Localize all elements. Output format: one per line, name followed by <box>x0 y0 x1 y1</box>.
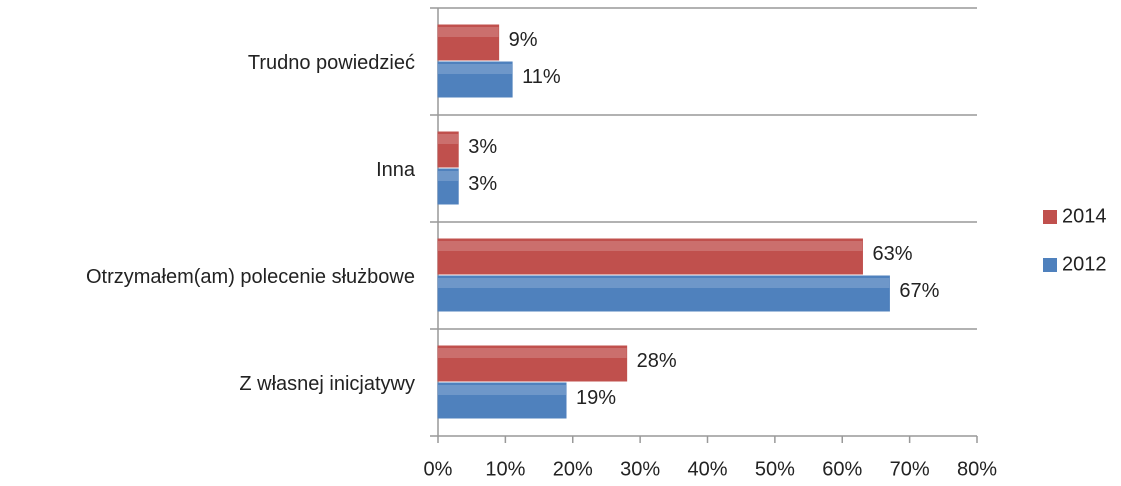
y-tick-label: Inna <box>376 159 416 181</box>
legend-label: 2014 <box>1062 205 1107 227</box>
value-label: 67% <box>899 280 939 302</box>
bar <box>437 168 459 205</box>
x-tick-label: 70% <box>890 458 930 480</box>
x-tick-label: 0% <box>424 458 453 480</box>
x-tick-label: 60% <box>822 458 862 480</box>
y-tick-label: Trudno powiedzieć <box>248 52 415 74</box>
bar-highlight <box>438 278 890 288</box>
value-label: 3% <box>468 136 497 158</box>
x-tick-label: 50% <box>755 458 795 480</box>
x-tick-label: 40% <box>687 458 727 480</box>
value-label: 19% <box>576 387 616 409</box>
legend-swatch <box>1043 210 1057 224</box>
bar-highlight <box>438 171 459 181</box>
legend-label: 2012 <box>1062 253 1107 275</box>
value-label: 63% <box>872 243 912 265</box>
bar-highlight <box>438 385 567 395</box>
bar <box>437 382 567 419</box>
value-label: 3% <box>468 173 497 195</box>
bar <box>437 275 890 312</box>
x-tick-label: 20% <box>553 458 593 480</box>
legend-swatch <box>1043 258 1057 272</box>
bar <box>437 345 628 382</box>
bar <box>437 131 459 168</box>
y-tick-label: Z własnej inicjatywy <box>239 373 415 395</box>
x-tick-label: 30% <box>620 458 660 480</box>
bar-highlight <box>438 134 459 144</box>
bar <box>437 24 500 61</box>
value-label: 11% <box>522 66 561 88</box>
x-tick-label: 80% <box>957 458 997 480</box>
value-label: 28% <box>637 350 677 372</box>
value-label: 9% <box>509 29 538 51</box>
bar-highlight <box>438 241 863 251</box>
bar-highlight <box>438 27 499 37</box>
x-tick-label: 10% <box>485 458 525 480</box>
bar-highlight <box>438 348 627 358</box>
y-tick-label: Otrzymałem(am) polecenie służbowe <box>86 266 415 288</box>
bar <box>437 61 513 98</box>
bar <box>437 238 863 275</box>
bar-highlight <box>438 64 513 74</box>
